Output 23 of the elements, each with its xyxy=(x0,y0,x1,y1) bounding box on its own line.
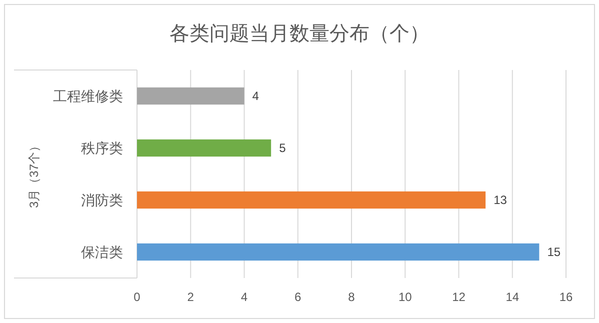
bar xyxy=(137,191,486,209)
x-tick-label: 4 xyxy=(240,290,248,304)
y-tick-label: 秩序类 xyxy=(81,140,123,156)
x-tick-label: 2 xyxy=(187,290,194,304)
x-tick-label: 16 xyxy=(559,290,573,304)
data-label: 15 xyxy=(547,245,561,259)
y-tick-label: 消防类 xyxy=(81,192,123,208)
data-label: 5 xyxy=(279,141,286,155)
data-label: 4 xyxy=(252,89,260,103)
bar xyxy=(137,243,540,261)
chart-title: 各类问题当月数量分布（个） xyxy=(170,23,430,45)
x-tick-label: 0 xyxy=(134,290,141,304)
x-tick-label: 6 xyxy=(294,290,302,304)
x-tick-label: 12 xyxy=(452,290,466,304)
y-tick-label: 工程维修类 xyxy=(53,88,123,104)
data-label: 13 xyxy=(494,193,508,207)
x-tick-label: 10 xyxy=(398,290,412,304)
bar xyxy=(137,87,244,105)
y-axis-title: 3月（37个） xyxy=(27,140,41,208)
y-tick-label: 保洁类 xyxy=(81,244,123,260)
x-tick-label: 8 xyxy=(348,290,356,304)
bar xyxy=(137,139,272,157)
x-tick-label: 14 xyxy=(506,290,520,304)
